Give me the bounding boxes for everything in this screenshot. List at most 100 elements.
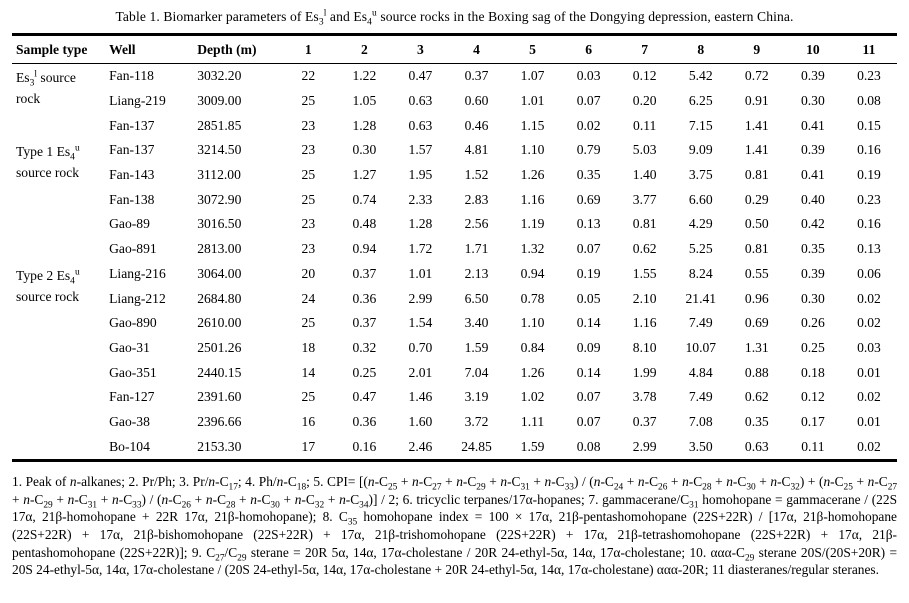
table-cell: 7.49 (688, 315, 713, 331)
table-cell: 23 (301, 241, 316, 257)
table-row: Fan-138 3072.90 25 0.74 2.33 2.83 1.16 0.69 3.77… (12, 187, 897, 212)
column-header: Well (109, 34, 198, 64)
table-cell: 0.88 (744, 364, 769, 380)
table-cell: 2813.00 (197, 241, 242, 257)
table-cell: 3112.00 (197, 167, 241, 183)
table-cell: 0.23 (857, 191, 881, 207)
table-cell: 0.96 (744, 290, 769, 306)
table-cell: 3016.50 (197, 216, 242, 232)
table-footnote: 1. Peak of n-alkanes; 2. Pr/Ph; 3. Pr/n-… (12, 474, 898, 578)
table-cell: Fan-127 (109, 389, 155, 405)
table-cell: 0.36 (352, 413, 377, 429)
table-cell: 7.15 (688, 117, 713, 133)
column-header: 8 (672, 34, 729, 64)
table-cell: 23 (301, 117, 316, 133)
table-cell: 7.04 (464, 364, 489, 380)
column-header: 7 (616, 34, 673, 64)
table-cell: 0.06 (857, 265, 881, 281)
paper-page: Table 1. Biomarker parameters of Es3l an… (12, 8, 898, 578)
table-cell: 6.60 (688, 191, 713, 207)
table-cell: 1.16 (520, 191, 545, 207)
table-cell: 1.11 (520, 413, 545, 429)
table-cell: 1.07 (520, 68, 545, 84)
table-cell: 0.37 (632, 413, 657, 429)
table-cell: 14 (301, 364, 316, 380)
table-header: Sample type Well Depth (m) 1 2 3 4 5 6 7 8 9 10 11 (12, 34, 897, 64)
group-label: Type 2 Es4u source rock (16, 266, 80, 304)
table-cell: 24 (301, 290, 316, 306)
table-cell: 21.41 (685, 290, 717, 306)
table-cell: 3009.00 (197, 93, 242, 109)
table-row: Type 2 Es4u source rock Liang-216 3064.00 2… (12, 262, 897, 304)
table-cell: 0.16 (352, 438, 377, 454)
table-cell: Fan-118 (109, 68, 154, 84)
table-cell: 1.41 (744, 117, 769, 133)
table-cell: 0.69 (576, 191, 601, 207)
column-header: 4 (448, 34, 505, 64)
table-row: Type 1 Es4u source rock Fan-137 3214.50 23 0… (12, 138, 897, 180)
table-cell: 0.39 (800, 68, 825, 84)
table-cell: 0.16 (857, 216, 881, 232)
table-cell: 3064.00 (197, 265, 242, 281)
column-header: 3 (392, 34, 449, 64)
table-cell: 2.13 (464, 265, 489, 281)
table-cell: 0.20 (632, 93, 657, 109)
table-cell: 0.23 (857, 68, 881, 84)
table-cell: 1.19 (520, 216, 545, 232)
table-cell: 4.29 (688, 216, 713, 232)
table-cell: 1.60 (408, 413, 433, 429)
table-cell: 3.78 (632, 389, 657, 405)
column-header: 2 (336, 34, 393, 64)
table-cell: 10.07 (685, 339, 717, 355)
table-cell: 0.19 (857, 167, 881, 183)
table-cell: 0.30 (800, 290, 825, 306)
table-cell: 0.55 (744, 265, 769, 281)
table-cell: Fan-138 (109, 191, 155, 207)
table-cell: 1.10 (520, 142, 545, 158)
table-cell: 0.39 (800, 265, 825, 281)
table-cell: 0.63 (744, 438, 769, 454)
table-cell: 1.10 (520, 315, 545, 331)
table-cell: 1.95 (408, 167, 433, 183)
table-cell: 2.99 (632, 438, 657, 454)
table-cell: 1.32 (520, 241, 545, 257)
table-cell: 0.79 (576, 142, 601, 158)
table-cell: 0.35 (800, 241, 825, 257)
table-cell: 25 (301, 315, 316, 331)
table-row: Liang-212 2684.80 24 0.36 2.99 6.50 0.78 0.05 2.… (12, 286, 897, 311)
table-cell: 25 (301, 191, 316, 207)
table-cell: Gao-31 (109, 339, 150, 355)
table-cell: 25 (301, 93, 316, 109)
table-cell: Fan-137 (109, 117, 155, 133)
table-cell: 0.50 (744, 216, 769, 232)
table-cell: 2.56 (464, 216, 489, 232)
table-cell: 0.37 (464, 68, 489, 84)
table-cell: 3.19 (464, 389, 489, 405)
table-cell: 1.99 (632, 364, 657, 380)
table-row: Es3l source rock Fan-118 3032.20 22 1.22 0.47… (12, 64, 897, 106)
table-cell: Liang-219 (109, 93, 166, 109)
table-cell: 0.19 (576, 265, 601, 281)
table-cell: 0.47 (408, 68, 433, 84)
table-cell: 1.41 (744, 142, 769, 158)
table-cell: 0.18 (800, 364, 825, 380)
table-cell: 1.46 (408, 389, 433, 405)
table-cell: 1.40 (632, 167, 657, 183)
table-cell: 0.63 (408, 117, 433, 133)
table-cell: 1.01 (520, 93, 545, 109)
table-cell: 6.25 (688, 93, 713, 109)
table-cell: 1.54 (408, 315, 433, 331)
table-cell: Gao-351 (109, 364, 157, 380)
table-cell: 0.14 (576, 315, 601, 331)
table-cell: 0.84 (520, 339, 545, 355)
table-cell: 20 (301, 265, 316, 281)
table-title: Table 1. Biomarker parameters of Es3l an… (115, 8, 794, 28)
column-header: 11 (840, 34, 897, 64)
table-cell: 0.14 (576, 364, 601, 380)
table-cell: Gao-890 (109, 315, 157, 331)
table-cell: 2851.85 (197, 117, 242, 133)
table-cell: 0.40 (800, 191, 825, 207)
table-cell: 5.03 (632, 142, 657, 158)
table-cell: 0.30 (800, 93, 825, 109)
table-cell: 0.78 (520, 290, 545, 306)
